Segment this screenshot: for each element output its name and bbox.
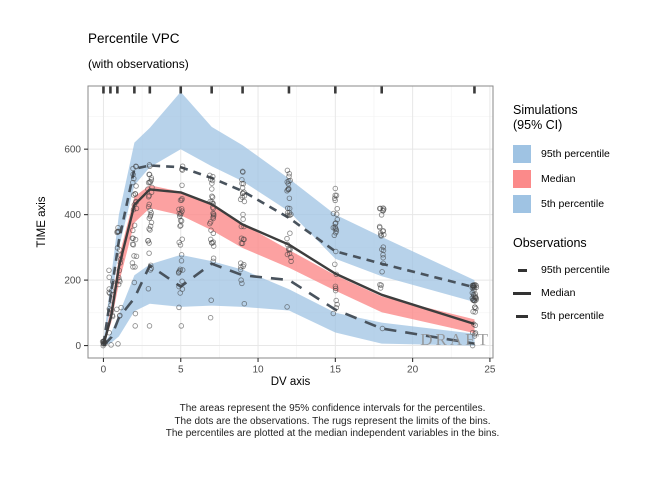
x-tick-label: 20 [407,365,419,376]
legend-simulations-title-line1: Simulations [513,103,578,117]
legend-item-label: 5th percentile [541,198,605,210]
draft-watermark: DRAFT [420,330,491,349]
y-tick-label: 200 [64,276,81,287]
x-tick-label: 15 [330,365,342,376]
x-tick-label: 5 [178,365,184,376]
plot-subtitle: (with observations) [88,57,189,71]
ribbon-sim-95th-percentile-ci [103,91,475,345]
legend-sim-item-3: 5th percentile [513,195,663,213]
legend-swatch [513,195,531,213]
plot-title: Percentile VPC [88,31,180,46]
caption-line-3: The percentiles are plotted at the media… [165,428,500,439]
x-tick-label: 25 [484,365,496,376]
legend-line-glyph-box [513,268,531,272]
x-tick-label: 10 [252,365,264,376]
legend-line-glyph [516,314,528,318]
legend-obs-item-3: 5th percentile [513,309,663,323]
ribbon-sim-median-ci [103,185,475,346]
observation-points [99,162,480,349]
legend-item-label: Median [541,287,576,299]
x-axis-title: DV axis [270,376,311,388]
caption: The areas represent the 95% confidence i… [20,403,645,441]
panel-border [87,85,494,359]
rug-marks [102,85,476,94]
x-axis-ticks: 0 5 10 15 20 25 [101,358,496,376]
y-tick-label: 400 [64,210,81,221]
legend-sim-item-2: Median [513,170,663,188]
legend-line-glyph-box [513,291,531,295]
legend-obs-item-1: 95th percentile [513,263,663,277]
y-tick-label: 0 [75,341,81,352]
line-obs-95th-percentile [102,164,475,345]
legend-item-label: Median [541,173,576,185]
legend-swatch [513,170,531,188]
y-axis-ticks: 0 200 400 600 [64,145,88,352]
legend: Simulations (95% CI) 95th percentile Medi… [513,103,663,332]
legend-simulations-items: 95th percentile Median 5th percentile [513,145,663,213]
caption-line-1: The areas represent the 95% confidence i… [179,403,486,414]
legend-swatch [513,145,531,163]
legend-simulations-title: Simulations (95% CI) [513,103,663,133]
legend-line-glyph [513,291,531,295]
legend-observations-items: 95th percentile Median 5th percentile [513,263,663,323]
x-tick-label: 0 [101,365,107,376]
legend-obs-item-2: Median [513,286,663,300]
legend-line-glyph [517,268,527,272]
legend-item-label: 95th percentile [541,148,610,160]
legend-item-label: 5th percentile [541,310,605,322]
legend-line-glyph-box [513,314,531,318]
ribbon-sim-5th-percentile-ci [103,254,475,346]
legend-sim-item-1: 95th percentile [513,145,663,163]
legend-simulations-title-line2: (95% CI) [513,118,563,132]
legend-item-label: 95th percentile [541,264,610,276]
line-obs-5th-percentile [102,262,475,347]
y-tick-label: 600 [64,145,81,156]
caption-line-2: The dots are the observations. The rugs … [174,415,491,427]
legend-observations-title: Observations [513,236,587,250]
y-axis-title: TIME axis [36,196,48,248]
